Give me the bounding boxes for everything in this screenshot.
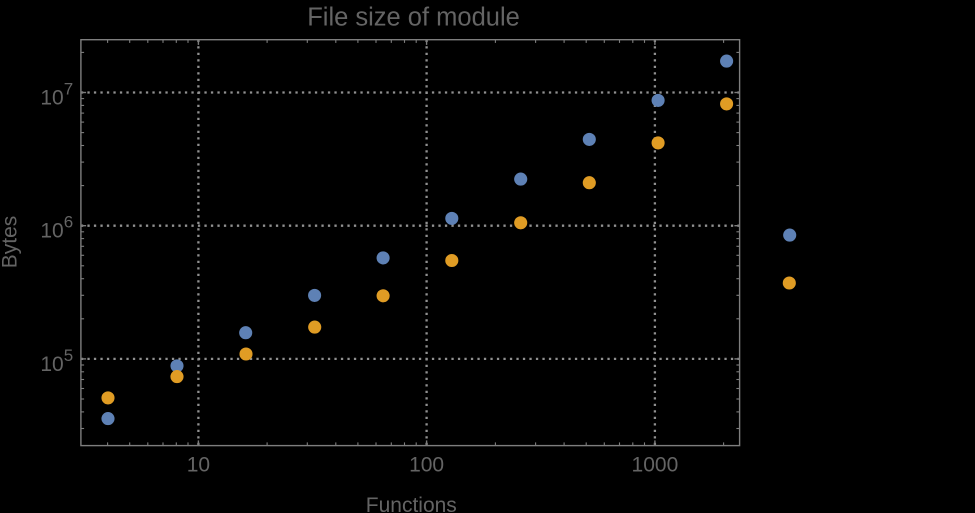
svg-text:Bytes: Bytes — [0, 216, 22, 269]
svg-text:Functions: Functions — [366, 494, 457, 513]
svg-text:100: 100 — [409, 453, 444, 476]
svg-text:1000: 1000 — [632, 453, 679, 476]
svg-text:File size of module: File size of module — [307, 4, 520, 32]
svg-text:10: 10 — [187, 453, 210, 476]
